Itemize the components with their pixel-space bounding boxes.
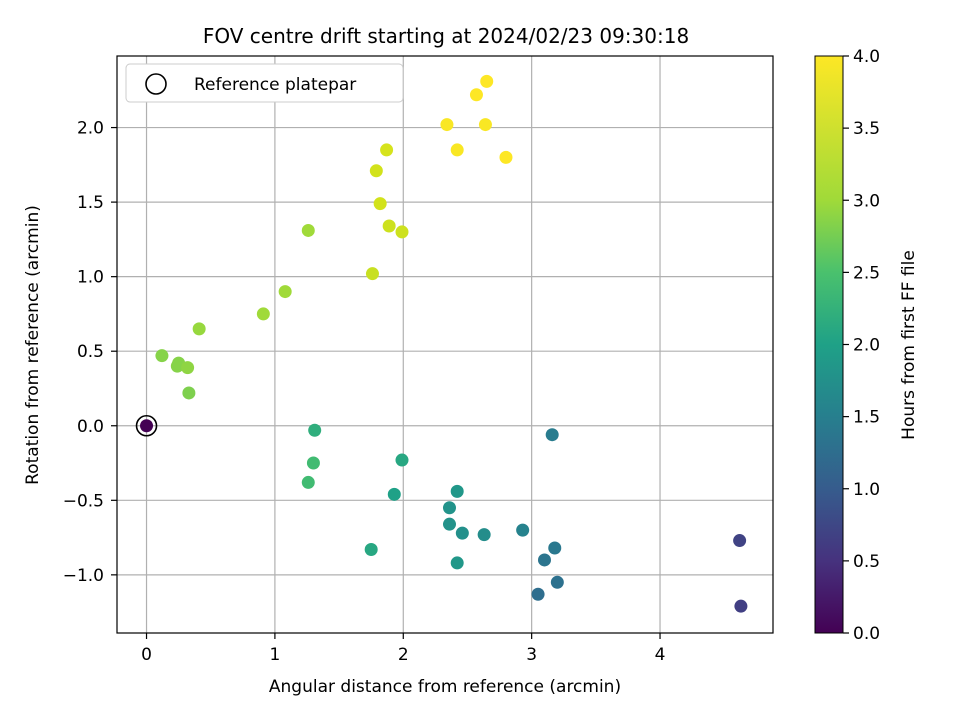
data-point xyxy=(192,322,206,336)
plot-frame xyxy=(116,55,774,634)
data-point xyxy=(278,285,292,299)
scatter-points xyxy=(140,74,748,613)
data-point xyxy=(373,197,387,211)
colorbar-tick-label: 2.0 xyxy=(853,336,880,356)
colorbar-tick-label: 0.5 xyxy=(853,552,880,572)
data-point xyxy=(469,88,483,102)
data-point xyxy=(155,349,169,363)
data-point xyxy=(181,361,195,375)
y-tick-label: −0.5 xyxy=(63,491,104,511)
grid-lines xyxy=(117,56,773,633)
y-tick-label: 0.5 xyxy=(77,342,104,362)
data-point xyxy=(442,517,456,531)
colorbar-tick-label: 3.5 xyxy=(853,119,880,139)
x-tick-label: 1 xyxy=(269,645,280,665)
colorbar-tick-label: 2.5 xyxy=(853,263,880,283)
data-point xyxy=(450,484,464,498)
data-point xyxy=(733,534,747,548)
data-point xyxy=(140,419,154,433)
data-point xyxy=(480,74,494,88)
data-point xyxy=(450,143,464,157)
data-point xyxy=(440,118,454,132)
data-point xyxy=(256,307,270,321)
data-point xyxy=(450,556,464,570)
legend-label-reference: Reference platepar xyxy=(194,75,356,95)
data-point xyxy=(182,386,196,400)
x-tick-label: 0 xyxy=(141,645,152,665)
colorbar-tick-label: 1.0 xyxy=(853,480,880,500)
legend-box xyxy=(125,63,404,103)
data-point xyxy=(545,428,559,442)
data-point xyxy=(380,143,394,157)
x-axis-label: Angular distance from reference (arcmin) xyxy=(269,677,621,697)
colorbar xyxy=(814,55,844,634)
y-tick-label: −1.0 xyxy=(63,566,104,586)
data-point xyxy=(308,423,322,437)
data-point xyxy=(365,267,379,281)
data-point xyxy=(537,553,551,567)
colorbar-tick-label: 3.0 xyxy=(853,191,880,211)
x-tick-label: 3 xyxy=(526,645,537,665)
colorbar-tick-label: 4.0 xyxy=(853,47,880,67)
x-axis-ticks: 0 1 2 3 4 xyxy=(141,633,665,665)
colorbar-ticks: 0.0 0.5 1.0 1.5 2.0 2.5 3.0 3.5 4.0 xyxy=(843,47,880,644)
data-point xyxy=(301,475,315,489)
y-tick-label: 0.0 xyxy=(77,417,104,437)
reference-marker xyxy=(135,414,158,437)
x-tick-label: 4 xyxy=(655,645,666,665)
y-tick-label: 2.0 xyxy=(77,119,104,139)
x-tick-label: 2 xyxy=(398,645,409,665)
chart-title: FOV centre drift starting at 2024/02/23 … xyxy=(203,24,689,48)
data-point xyxy=(301,223,315,237)
data-point xyxy=(387,487,401,501)
data-point xyxy=(442,501,456,515)
y-tick-label: 1.0 xyxy=(77,268,104,288)
data-point xyxy=(364,543,378,557)
data-point xyxy=(455,526,469,540)
legend: Reference platepar xyxy=(125,63,404,103)
data-point xyxy=(395,225,409,239)
data-point xyxy=(548,541,562,555)
data-point xyxy=(382,219,396,233)
data-point xyxy=(477,528,491,542)
colorbar-tick-label: 0.0 xyxy=(853,624,880,644)
data-point xyxy=(550,575,564,589)
data-point xyxy=(478,118,492,132)
y-axis-ticks: −1.0 −0.5 0.0 0.5 1.0 1.5 2.0 xyxy=(63,119,117,586)
data-point xyxy=(395,453,409,467)
colorbar-tick-label: 1.5 xyxy=(853,408,880,428)
data-point xyxy=(369,164,383,178)
colorbar-label: Hours from first FF file xyxy=(899,250,919,440)
y-axis-label: Rotation from reference (arcmin) xyxy=(23,205,43,485)
y-tick-label: 1.5 xyxy=(77,193,104,213)
legend-reference-marker xyxy=(145,73,167,95)
data-point xyxy=(306,456,320,470)
data-point xyxy=(734,599,748,613)
data-point xyxy=(499,150,513,164)
data-point xyxy=(531,587,545,601)
data-point xyxy=(516,523,530,537)
plot-background xyxy=(117,56,773,633)
